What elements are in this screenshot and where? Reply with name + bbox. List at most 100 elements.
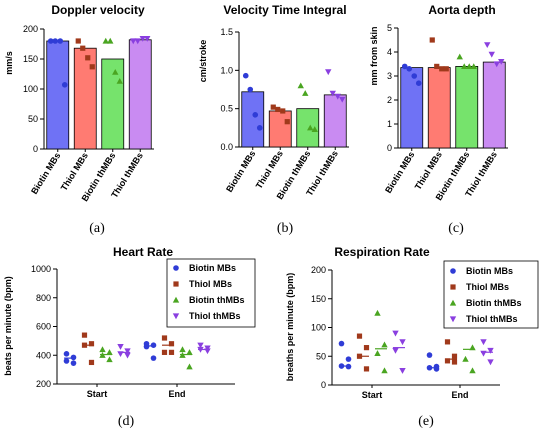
chart-d-ytick-label: 400 [36, 350, 51, 360]
chart-c-bar-thiol-thmbs [482, 61, 506, 149]
chart-e-point-thiol-mbs [363, 345, 370, 351]
chart-c-ylabel: mm from skin [369, 26, 379, 85]
chart-a-point-thiol-thmbs [134, 38, 141, 45]
chart-d-ytick-label: 600 [36, 322, 51, 332]
chart-d-point-thiol-mbs [168, 341, 175, 347]
panel-e: Respiration Rate breaths per minute (bpm… [285, 245, 539, 429]
chart-b-ytick-label: 1.5 [220, 27, 233, 37]
chart-b-ytick-label: 0.5 [220, 104, 233, 114]
chart-a-ytick-label: 50 [28, 114, 38, 124]
chart-c-bar-thiol-mbs [427, 67, 451, 149]
chart-a-point-thiol-mbs [80, 45, 86, 51]
chart-b-point-thiol-mbs [270, 104, 276, 110]
chart-d-point-thiol-thmbs [117, 344, 124, 350]
chart-c-ytick-label: 4 [387, 47, 392, 57]
chart-e-point-thiol-thmbs [392, 347, 399, 354]
panel-d: Heart Rate beats per minute (bpm) 200 400… [3, 245, 256, 429]
chart-c-point-thiol-thmbs [498, 59, 505, 65]
chart-e-point-biotin-mbs [345, 356, 352, 362]
chart-d-point-thiol-mbs [161, 335, 168, 341]
chart-a-ytick-label: 0 [33, 144, 38, 154]
chart-b-ytick-label: 0.0 [220, 142, 233, 152]
chart-e-point-thiol-mbs [444, 358, 451, 364]
chart-d-point-thiol-mbs [168, 349, 175, 355]
chart-c-category-label: Thiol MBs [413, 150, 444, 192]
panel-a: Doppler velocity mm/s 0 50 100 150 200 Biotin… [4, 3, 154, 236]
chart-d-ytick-label: 200 [36, 379, 51, 389]
panel-label-d: (d) [118, 414, 135, 429]
chart-b-point-biotin-thmbs [307, 124, 314, 131]
chart-b-title: Velocity Time Integral [223, 3, 346, 17]
panel-label-b: (b) [277, 221, 294, 236]
chart-d-legend [166, 258, 256, 328]
chart-a-point-biotin-mbs [47, 38, 54, 44]
panel-label-a: (a) [89, 221, 105, 236]
chart-b-bar-biotin-mbs [241, 91, 265, 148]
chart-c-ytick-label: 0 [387, 143, 392, 153]
chart-a-bar-thiol-mbs [73, 47, 97, 150]
chart-b-category-label: Thiol MBs [254, 149, 285, 191]
chart-a-bar-biotin-mbs [46, 40, 70, 150]
chart-e-legend-marker-biotin-thmbs [449, 299, 457, 306]
chart-d-point-biotin-mbs [150, 355, 157, 361]
chart-c-point-biotin-mbs [401, 63, 408, 70]
chart-d-point-biotin-mbs [63, 351, 70, 357]
chart-b-point-thiol-thmbs [329, 90, 336, 97]
chart-c-point-thiol-thmbs [493, 61, 500, 68]
chart-c-ytick-label: 1 [387, 119, 392, 129]
chart-e-point-biotin-mbs [426, 352, 433, 358]
chart-e-legend [443, 260, 539, 329]
chart-c-point-thiol-mbs [434, 63, 440, 69]
chart-a-bar-biotin-thmbs [101, 58, 125, 150]
chart-d-point-thiol-thmbs [124, 348, 131, 355]
chart-b-bar-thiol-mbs [268, 110, 292, 148]
chart-e-point-biotin-thmbs [469, 367, 476, 374]
chart-d-point-biotin-thmbs [186, 363, 193, 370]
chart-e-point-thiol-thmbs [487, 359, 494, 366]
chart-a-bar-thiol-thmbs [128, 39, 152, 150]
chart-b-point-thiol-thmbs [334, 93, 341, 100]
chart-d-point-biotin-mbs [70, 354, 77, 361]
chart-d-point-thiol-thmbs [124, 352, 131, 359]
chart-c-ytick-label: 2 [387, 95, 392, 105]
chart-d-point-biotin-thmbs [179, 346, 186, 353]
chart-e-legend-label-biotin-mbs: Biotin MBs [466, 266, 513, 276]
chart-a-point-thiol-mbs [75, 38, 81, 44]
chart-b-point-thiol-mbs [284, 119, 290, 125]
chart-c-title: Aorta depth [428, 3, 495, 17]
chart-e-point-thiol-mbs [444, 339, 451, 345]
chart-d-legend-marker-thiol-mbs [173, 281, 179, 287]
chart-a-title: Doppler velocity [51, 3, 145, 17]
panel-label-e: (e) [418, 414, 434, 429]
chart-e-point-biotin-thmbs [381, 341, 388, 348]
chart-b-point-biotin-mbs [242, 72, 249, 79]
chart-b-point-thiol-thmbs [339, 96, 346, 103]
chart-d-legend-marker-biotin-mbs [173, 265, 179, 271]
chart-c-point-biotin-mbs [411, 73, 418, 79]
chart-d-point-biotin-thmbs [186, 349, 193, 355]
chart-c-category-label: Biotin MBs [383, 150, 416, 195]
chart-a-category-label: Biotin MBs [29, 151, 62, 196]
chart-a-ytick-label: 150 [23, 54, 38, 64]
chart-c-point-biotin-thmbs [456, 53, 463, 60]
chart-e-point-biotin-mbs [338, 340, 345, 347]
chart-d-ylabel: beats per minute (bpm) [3, 276, 13, 376]
chart-a-ylabel: mm/s [4, 51, 14, 75]
chart-d-legend-marker-thiol-thmbs [172, 313, 180, 320]
chart-d-title: Heart Rate [113, 245, 173, 259]
chart-d-point-biotin-thmbs [99, 346, 106, 353]
chart-e-point-thiol-thmbs [399, 339, 406, 346]
chart-e-legend-label-biotin-thmbs: Biotin thMBs [466, 298, 522, 308]
chart-e-point-thiol-mbs [451, 359, 458, 365]
chart-a-point-biotin-thmbs [116, 78, 123, 84]
chart-b-category-label: Biotin MBs [224, 149, 257, 194]
chart-e-point-biotin-mbs [433, 366, 440, 372]
chart-e-legend-marker-thiol-mbs [450, 284, 456, 290]
chart-d-ytick-label: 800 [36, 293, 51, 303]
chart-d-point-thiol-thmbs [197, 342, 204, 349]
chart-e-category-label: End [452, 390, 469, 400]
chart-d-point-biotin-mbs [143, 343, 150, 350]
chart-e-ytick-label: 150 [311, 294, 326, 304]
